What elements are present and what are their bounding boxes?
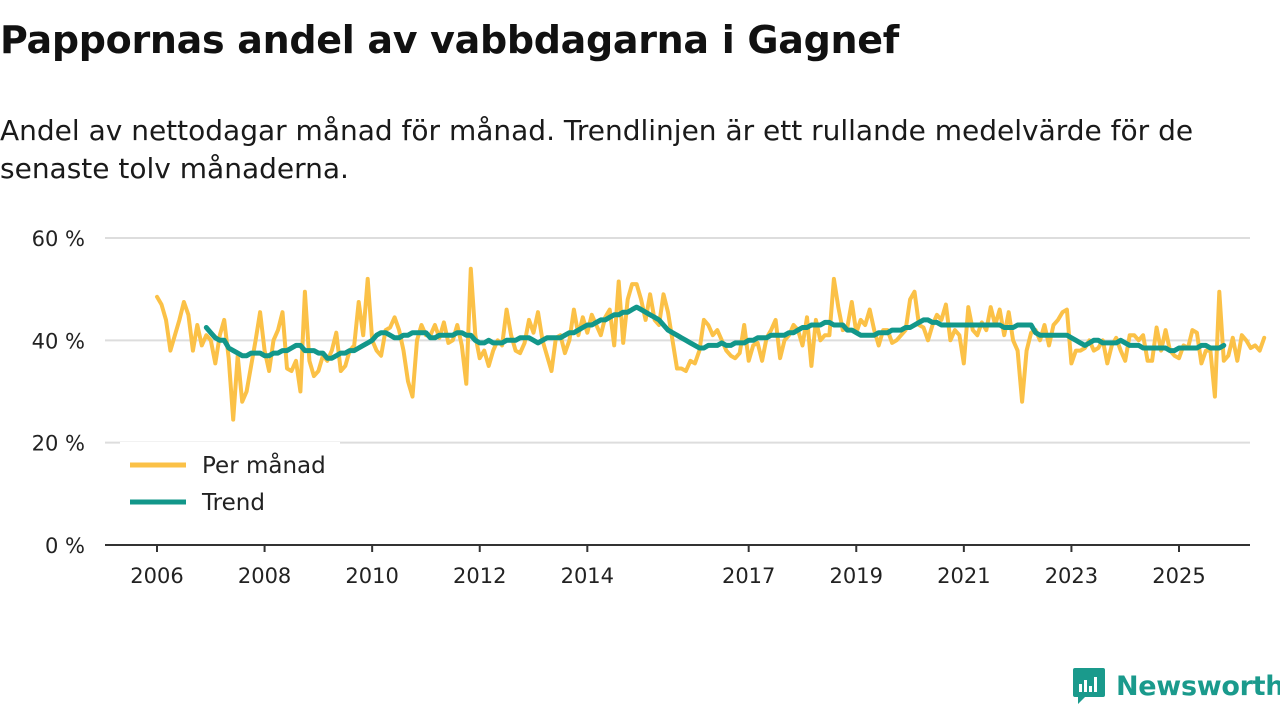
series-line-per-manad bbox=[155, 266, 1267, 422]
x-axis: 2006 2008 2010 2012 2014 2017 2019 2021 2023 2025 bbox=[105, 544, 1250, 588]
legend-background bbox=[120, 442, 340, 530]
brand-name: Newsworthy bbox=[1116, 670, 1280, 702]
chart-title: Pappornas andel av vabbdagarna i Gagnef bbox=[0, 18, 899, 62]
y-axis-ticks: 0 % 20 % 40 % 60 % bbox=[32, 227, 85, 558]
y-tick-label: 60 % bbox=[32, 227, 85, 251]
series-layer bbox=[155, 266, 1267, 422]
x-tick-label: 2017 bbox=[722, 564, 775, 588]
series-line-trend bbox=[203, 304, 1227, 361]
y-tick-label: 20 % bbox=[32, 432, 85, 456]
x-tick-label: 2008 bbox=[238, 564, 291, 588]
legend: Per månad Trend bbox=[120, 442, 340, 530]
x-tick-label: 2012 bbox=[453, 564, 506, 588]
newsworthy-logo: Newsworthy bbox=[1072, 666, 1280, 706]
x-tick-label: 2014 bbox=[561, 564, 614, 588]
y-tick-label: 0 % bbox=[45, 534, 85, 558]
legend-label-trend: Trend bbox=[201, 490, 265, 516]
y-tick-label: 40 % bbox=[32, 329, 85, 353]
x-tick-label: 2021 bbox=[937, 564, 990, 588]
chart-subtitle: Andel av nettodagar månad för månad. Tre… bbox=[0, 114, 1194, 185]
x-tick-label: 2010 bbox=[345, 564, 398, 588]
x-tick-label: 2025 bbox=[1152, 564, 1205, 588]
x-tick-label: 2023 bbox=[1045, 564, 1098, 588]
legend-label-per-manad: Per månad bbox=[202, 451, 326, 479]
x-tick-label: 2019 bbox=[830, 564, 883, 588]
newsworthy-logo-icon bbox=[1073, 668, 1105, 704]
x-tick-label: 2006 bbox=[130, 564, 183, 588]
